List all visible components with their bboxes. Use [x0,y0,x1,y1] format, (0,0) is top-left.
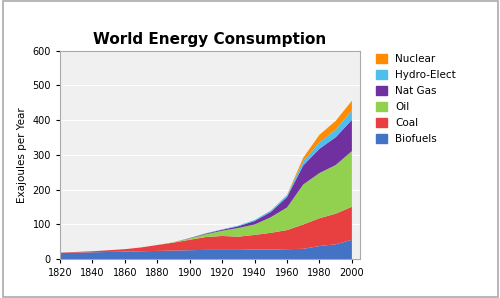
Legend: Nuclear, Hydro-Elect, Nat Gas, Oil, Coal, Biofuels: Nuclear, Hydro-Elect, Nat Gas, Oil, Coal… [374,52,458,146]
Y-axis label: Exajoules per Year: Exajoules per Year [17,107,27,203]
Title: World Energy Consumption: World Energy Consumption [94,32,326,47]
